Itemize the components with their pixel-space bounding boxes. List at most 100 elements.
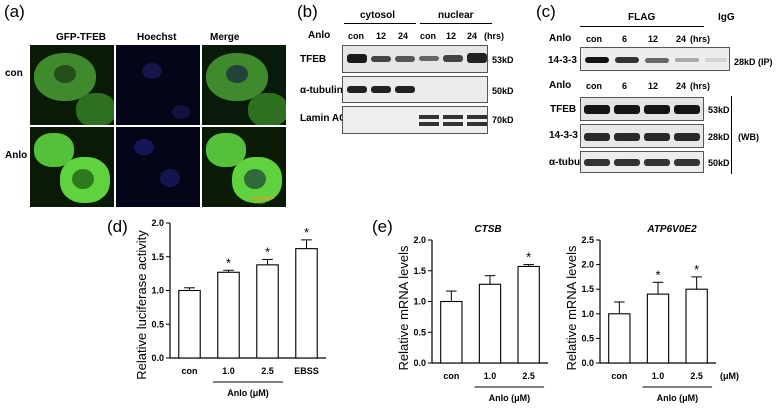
chart-e1-group-label: Anlo (μM) xyxy=(489,393,531,403)
chart-e2-sig-marker: * xyxy=(694,262,699,277)
chart-d-ytick-label: 1.5 xyxy=(151,252,164,262)
chart-d-bar xyxy=(217,271,240,359)
blot-b-lamin-size: 70kD xyxy=(492,115,514,125)
wb-tfeb-label: TFEB xyxy=(550,104,577,115)
lane-c-ip-3: 12 xyxy=(648,34,659,44)
panel-a-col-merge: Merge xyxy=(210,32,240,43)
lane-c-ip-2: 6 xyxy=(622,34,628,44)
wb-1433-label: 14-3-3 xyxy=(549,130,578,141)
chart-e2-ytick-label: 2.5 xyxy=(581,235,594,245)
blot-b-tfeb-size: 53kD xyxy=(492,55,514,65)
blot-b-lamin xyxy=(342,106,488,134)
ip-tag: (IP) xyxy=(758,57,773,67)
chart-e1-bar xyxy=(478,283,502,364)
fraction-cytosol: cytosol xyxy=(360,10,396,21)
chart-e2-ytick-label: 1.5 xyxy=(581,284,594,294)
wb-tfeb-blot xyxy=(580,97,704,121)
scale-bar-label: 20 μm xyxy=(254,200,266,205)
panel-b-anlo-label: Anlo xyxy=(308,30,331,41)
chart-d-sig-marker: * xyxy=(226,255,231,270)
chart-d-ytick-label: 1.0 xyxy=(151,286,164,296)
lane-c-wb-1: con xyxy=(586,81,603,91)
chart-e1: Relative mRNA levels CTSB * 0.0 0.5 1.0 1.5… xyxy=(396,224,548,403)
chart-e2-unit-label: (μM) xyxy=(720,371,739,381)
panel-a-col-hoechst: Hoechst xyxy=(137,32,177,43)
wb-tag: (WB) xyxy=(738,132,759,142)
lane-c-ip-1: con xyxy=(586,34,603,44)
panel-a-row-anlo: Anlo xyxy=(5,150,28,161)
wb-1433-blot xyxy=(580,124,704,148)
chart-e1-bar xyxy=(517,265,540,364)
blot-b-lamin-label: Lamin AC xyxy=(300,113,347,124)
chart-d-group-label: Anlo (μM) xyxy=(227,388,269,398)
chart-d-sig-marker: * xyxy=(304,225,309,240)
chart-d-bar xyxy=(256,264,279,359)
igg-label: IgG xyxy=(718,12,735,23)
chart-d-bar xyxy=(178,289,201,359)
lane-b-5: 12 xyxy=(446,31,457,41)
chart-d-category-label: 1.0 xyxy=(222,366,235,376)
panel-d-letter: (d) xyxy=(107,217,128,236)
chart-e2-category-label: con xyxy=(611,371,627,381)
fraction-nuclear: nuclear xyxy=(438,10,474,21)
chart-d: Relative luciferase activity * * * 0.0 0.5 1… xyxy=(134,218,326,398)
chart-e1-ytick-label: 1.5 xyxy=(413,266,426,276)
micrograph-con-hoechst xyxy=(116,45,200,125)
panel-c-anlo-label-wb: Anlo xyxy=(549,80,572,91)
panel-a-letter: (a) xyxy=(4,2,25,21)
lane-b-4: con xyxy=(420,31,437,41)
chart-d-ytick-label: 0.0 xyxy=(151,353,164,363)
chart-e2-title: ATP6V0E2 xyxy=(646,224,697,235)
chart-d-sig-marker: * xyxy=(265,244,270,259)
flag-label: FLAG xyxy=(628,12,656,23)
chart-e1-category-label: 1.0 xyxy=(484,371,497,381)
chart-d-category-label: 2.5 xyxy=(261,366,274,376)
wb-tubulin-blot xyxy=(580,151,704,173)
blot-b-tfeb xyxy=(342,45,488,73)
chart-e2: Relative mRNA levels ATP6V0E2 * * 0.0 0.5 1… xyxy=(564,224,739,403)
chart-e2-ytick-label: 0.0 xyxy=(581,358,594,368)
chart-e1-ytick-label: 1.0 xyxy=(413,297,426,307)
lane-c-ip-4: 24 xyxy=(676,34,687,44)
lane-c-wb-4: 24 xyxy=(676,81,687,91)
ip-blot-size: 28kD xyxy=(734,57,756,67)
chart-e2-bar xyxy=(646,293,670,364)
lane-b-2: 12 xyxy=(376,31,387,41)
panel-b-time-unit: (hrs) xyxy=(484,31,504,41)
micrograph-grid: 20 μm xyxy=(30,45,286,207)
chart-e2-ytick-label: 1.0 xyxy=(581,309,594,319)
lane-b-1: con xyxy=(348,31,365,41)
panel-e-letter: (e) xyxy=(372,217,393,236)
lane-c-wb-3: 12 xyxy=(648,81,659,91)
panel-b-letter: (b) xyxy=(297,2,318,21)
chart-e1-category-label: con xyxy=(443,371,459,381)
chart-d-category-label: EBSS xyxy=(294,366,319,376)
chart-d-bar xyxy=(295,248,318,359)
blot-b-tubulin-size: 50kD xyxy=(492,86,514,96)
chart-e2-bar xyxy=(608,313,631,364)
chart-e2-category-label: 2.5 xyxy=(690,371,703,381)
chart-d-ytick-label: 2.0 xyxy=(151,218,164,228)
chart-e2-bar xyxy=(685,288,708,364)
micrograph-con-gfp xyxy=(30,45,114,125)
micrograph-anlo-merge: 20 μm xyxy=(202,127,286,207)
chart-e1-ytick-label: 0.5 xyxy=(413,327,426,337)
panel-a-col-gfp: GFP-TFEB xyxy=(56,32,106,43)
chart-d-ytick-label: 0.5 xyxy=(151,319,164,329)
chart-e1-ylabel: Relative mRNA levels xyxy=(396,245,411,370)
ip-blot-label: 14-3-3 xyxy=(548,55,577,66)
chart-d-category-label: con xyxy=(181,366,197,376)
wb-tubulin-label: α-tubulin xyxy=(549,157,592,168)
blot-b-tubulin xyxy=(342,76,488,103)
lane-b-6: 24 xyxy=(467,31,478,41)
chart-e2-category-label: 1.0 xyxy=(652,371,665,381)
chart-e2-group-label: Anlo (μM) xyxy=(657,393,699,403)
micrograph-con-merge xyxy=(202,45,286,125)
ip-blot xyxy=(580,47,730,71)
chart-e1-title: CTSB xyxy=(474,224,501,235)
chart-e1-category-label: 2.5 xyxy=(522,371,535,381)
chart-e2-sig-marker: * xyxy=(655,267,660,282)
wb-bracket xyxy=(731,96,732,174)
panel-c-time-unit-wb: (hrs) xyxy=(690,81,710,91)
wb-1433-size: 28kD xyxy=(708,132,730,142)
